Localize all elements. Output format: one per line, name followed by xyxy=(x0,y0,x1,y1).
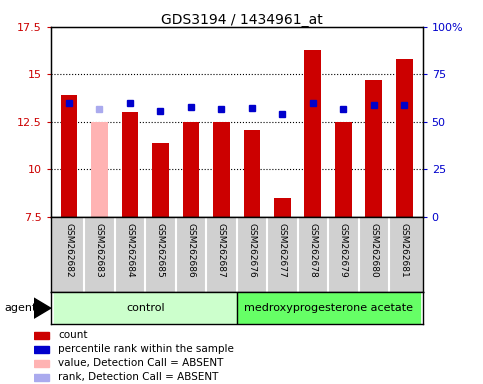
Text: GSM262686: GSM262686 xyxy=(186,223,196,278)
Bar xyxy=(34,360,49,367)
Bar xyxy=(61,95,77,217)
Bar xyxy=(274,198,291,217)
Bar xyxy=(54,292,237,324)
Text: value, Detection Call = ABSENT: value, Detection Call = ABSENT xyxy=(58,358,224,368)
Text: GDS3194 / 1434961_at: GDS3194 / 1434961_at xyxy=(161,13,322,27)
Bar xyxy=(34,332,49,339)
Bar xyxy=(91,122,108,217)
Text: GSM262682: GSM262682 xyxy=(65,223,73,278)
Text: GSM262677: GSM262677 xyxy=(278,223,287,278)
Bar xyxy=(34,374,49,381)
Bar xyxy=(213,122,230,217)
Text: GSM262679: GSM262679 xyxy=(339,223,348,278)
Bar xyxy=(122,113,138,217)
Text: GSM262681: GSM262681 xyxy=(400,223,409,278)
Text: GSM262685: GSM262685 xyxy=(156,223,165,278)
Text: rank, Detection Call = ABSENT: rank, Detection Call = ABSENT xyxy=(58,372,219,382)
Text: GSM262680: GSM262680 xyxy=(369,223,378,278)
Text: GSM262676: GSM262676 xyxy=(247,223,256,278)
Bar xyxy=(335,122,352,217)
Bar xyxy=(366,80,382,217)
Text: GSM262678: GSM262678 xyxy=(308,223,317,278)
Text: GSM262683: GSM262683 xyxy=(95,223,104,278)
Text: GSM262684: GSM262684 xyxy=(126,223,134,278)
Text: count: count xyxy=(58,330,88,340)
Bar xyxy=(34,346,49,353)
Bar xyxy=(237,292,420,324)
Text: control: control xyxy=(126,303,165,313)
Polygon shape xyxy=(34,298,51,318)
Bar xyxy=(152,143,169,217)
Text: agent: agent xyxy=(5,303,37,313)
Bar xyxy=(183,122,199,217)
Bar xyxy=(396,59,412,217)
Text: medroxyprogesterone acetate: medroxyprogesterone acetate xyxy=(243,303,412,313)
Text: GSM262687: GSM262687 xyxy=(217,223,226,278)
Text: percentile rank within the sample: percentile rank within the sample xyxy=(58,344,234,354)
Bar xyxy=(243,129,260,217)
Bar xyxy=(304,50,321,217)
